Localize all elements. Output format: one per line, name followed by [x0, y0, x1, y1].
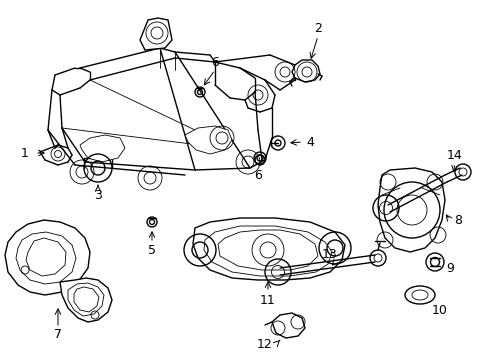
Text: 11: 11: [260, 293, 275, 306]
Ellipse shape: [411, 290, 427, 300]
Text: 13: 13: [322, 248, 337, 261]
Polygon shape: [60, 278, 112, 322]
Text: 6: 6: [211, 55, 219, 68]
Polygon shape: [26, 238, 66, 276]
Polygon shape: [291, 60, 319, 82]
Polygon shape: [74, 287, 99, 312]
Text: 6: 6: [254, 168, 262, 181]
Text: 2: 2: [313, 22, 321, 35]
Polygon shape: [193, 218, 345, 280]
Text: 9: 9: [445, 261, 453, 274]
Polygon shape: [203, 226, 331, 276]
Polygon shape: [5, 220, 90, 295]
Text: 7: 7: [54, 328, 62, 342]
Polygon shape: [271, 313, 305, 338]
Text: 14: 14: [446, 149, 462, 162]
Ellipse shape: [404, 286, 434, 304]
Polygon shape: [68, 283, 104, 316]
Text: 8: 8: [453, 213, 461, 226]
Text: 12: 12: [257, 338, 272, 351]
Polygon shape: [16, 232, 76, 284]
Polygon shape: [377, 168, 444, 252]
Polygon shape: [184, 126, 231, 154]
Text: 4: 4: [305, 135, 313, 149]
Text: 5: 5: [148, 243, 156, 257]
Text: 1: 1: [21, 147, 29, 159]
Polygon shape: [140, 18, 172, 50]
Text: 10: 10: [431, 303, 447, 316]
Text: 3: 3: [94, 189, 102, 202]
Polygon shape: [80, 135, 125, 162]
Polygon shape: [218, 230, 317, 270]
